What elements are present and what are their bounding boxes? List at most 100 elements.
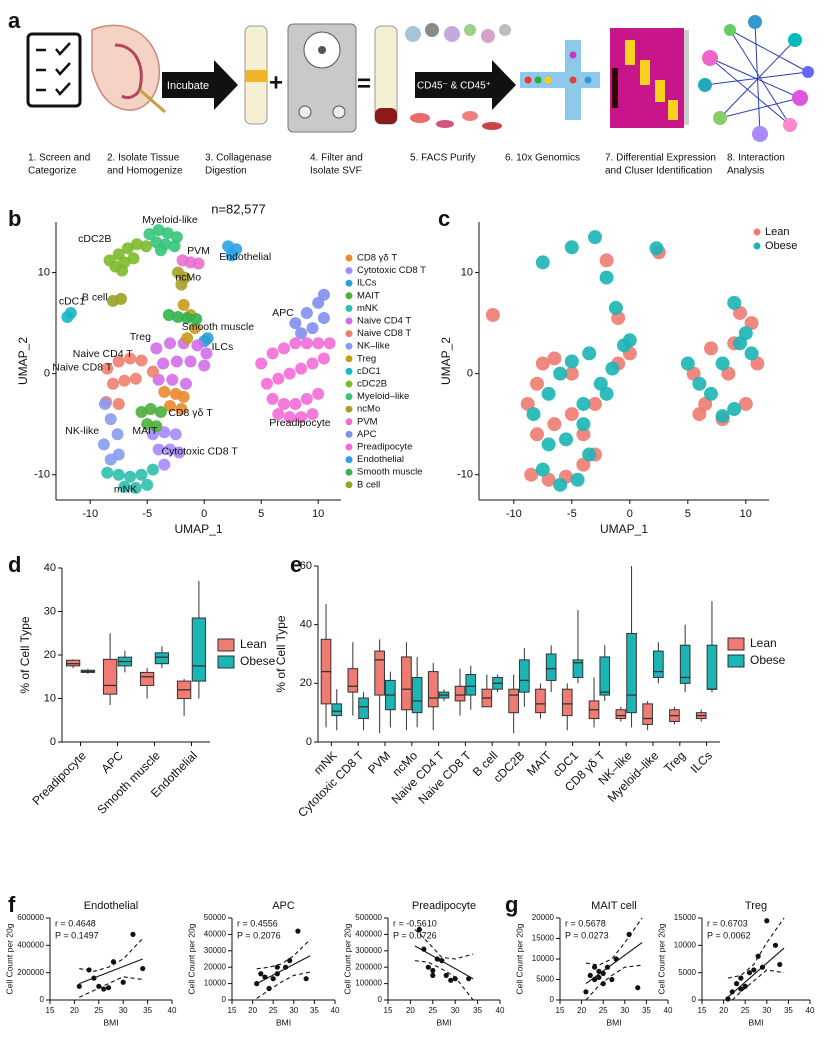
x-tick-label: 40 bbox=[496, 1006, 505, 1015]
y-tick-label: 10000 bbox=[204, 979, 227, 988]
cell-point bbox=[140, 240, 153, 253]
cluster-label: cDC2B bbox=[78, 233, 111, 245]
y-axis-label: Cell Count per 20g bbox=[656, 923, 666, 994]
x-tick-label: 10 bbox=[312, 508, 324, 520]
x-tick-label: Preadipocyte bbox=[29, 748, 89, 808]
box bbox=[615, 709, 627, 720]
legend-label: cDC1 bbox=[357, 366, 381, 377]
legend-label: Treg bbox=[357, 353, 376, 364]
chart-title: n=82,577 bbox=[211, 201, 266, 216]
y-tick-label: 0 bbox=[222, 995, 227, 1004]
legend-swatch bbox=[727, 654, 745, 668]
network-icon bbox=[698, 15, 814, 142]
legend-swatch bbox=[345, 443, 353, 451]
point bbox=[635, 985, 641, 991]
y-tick-label: 0 bbox=[692, 995, 697, 1004]
cell-point bbox=[715, 409, 730, 424]
legend-swatch bbox=[345, 279, 353, 287]
x-tick-label: 30 bbox=[119, 1006, 128, 1015]
x-tick-label: 35 bbox=[143, 1006, 152, 1015]
workflow: Incubate + = CD45⁻ & CD45⁺ bbox=[26, 15, 814, 142]
x-tick-label: 0 bbox=[627, 508, 633, 520]
point bbox=[86, 967, 92, 973]
cell-point bbox=[576, 427, 591, 442]
cell-point bbox=[124, 352, 137, 365]
cell-point bbox=[289, 337, 302, 350]
box bbox=[191, 617, 207, 682]
legend-swatch bbox=[345, 367, 353, 375]
cell-point bbox=[141, 478, 154, 491]
cell-point bbox=[200, 347, 213, 360]
cell-point bbox=[576, 417, 591, 432]
legend-swatch bbox=[753, 242, 761, 250]
point bbox=[430, 972, 436, 979]
cell-point bbox=[181, 332, 194, 345]
cell-point bbox=[152, 443, 165, 456]
ci-lower bbox=[414, 960, 474, 1001]
cluster-label: Endothelial bbox=[219, 251, 271, 263]
cell-point bbox=[306, 322, 319, 335]
cell-point bbox=[64, 306, 77, 319]
cell-point bbox=[564, 240, 579, 255]
box bbox=[572, 659, 584, 678]
y-tick-label: 0 bbox=[306, 736, 312, 748]
legend-label: Smooth muscle bbox=[357, 467, 422, 478]
incubate-arrow bbox=[162, 60, 238, 110]
legend-swatch bbox=[345, 355, 353, 363]
panel-letter: g bbox=[505, 892, 518, 917]
y-axis-label: % of Cell Type bbox=[274, 615, 288, 692]
point bbox=[604, 964, 611, 970]
y-tick-label: 100000 bbox=[355, 979, 382, 988]
stat-label: r = 0.6703 bbox=[707, 918, 748, 928]
point bbox=[270, 976, 276, 982]
y-tick-label: 40000 bbox=[204, 930, 227, 939]
cell-point bbox=[283, 367, 296, 380]
legend-swatch bbox=[345, 468, 353, 476]
step-label: and Homogenize bbox=[107, 166, 183, 177]
cluster-label: NK-like bbox=[65, 425, 99, 437]
chart-title: Treg bbox=[745, 900, 767, 912]
cluster-label: Naive CD4 T bbox=[73, 348, 133, 360]
point bbox=[764, 918, 770, 924]
x-tick-label: 20 bbox=[577, 1006, 586, 1015]
x-tick-label: 40 bbox=[806, 1006, 815, 1015]
point bbox=[439, 958, 445, 964]
cell-point bbox=[127, 252, 140, 265]
legend-label: Obese bbox=[750, 653, 786, 667]
y-tick-label: 0 bbox=[378, 995, 383, 1004]
panel-letter: c bbox=[438, 206, 450, 231]
y-tick-label: 400000 bbox=[355, 930, 382, 939]
point bbox=[101, 986, 107, 992]
cell-point bbox=[553, 477, 568, 492]
chart-title: Preadipocyte bbox=[412, 900, 476, 912]
legend-swatch bbox=[753, 228, 761, 236]
point bbox=[466, 976, 472, 982]
point bbox=[626, 931, 632, 938]
x-tick-label: 20 bbox=[248, 1006, 257, 1015]
cell-point bbox=[300, 392, 313, 405]
point bbox=[110, 959, 117, 965]
cell-point bbox=[312, 337, 325, 350]
y-axis-label: Cell Count per 20g bbox=[342, 923, 352, 994]
y-tick-label: 50000 bbox=[204, 913, 227, 922]
cell-point bbox=[198, 359, 211, 372]
y-tick-label: 200000 bbox=[17, 968, 44, 977]
point bbox=[600, 981, 606, 987]
cell-point bbox=[124, 470, 137, 483]
step-label: 4. Filter and bbox=[310, 153, 363, 164]
cluster-label: APC bbox=[272, 307, 294, 319]
box bbox=[154, 652, 170, 665]
y-axis-label: Cell Count per 20g bbox=[186, 923, 196, 994]
cell-point bbox=[129, 372, 142, 385]
cell-point bbox=[118, 374, 131, 387]
cell-point bbox=[704, 341, 718, 356]
ci-upper bbox=[79, 938, 144, 972]
point bbox=[746, 970, 753, 976]
cell-point bbox=[593, 376, 608, 391]
legend-label: Obese bbox=[240, 654, 276, 668]
legend-label: CD8 γδ T bbox=[357, 253, 397, 264]
cell-point bbox=[317, 312, 330, 325]
cell-point bbox=[101, 466, 114, 479]
cell-point bbox=[173, 446, 186, 459]
stat-label: r = -0.5610 bbox=[393, 918, 437, 928]
